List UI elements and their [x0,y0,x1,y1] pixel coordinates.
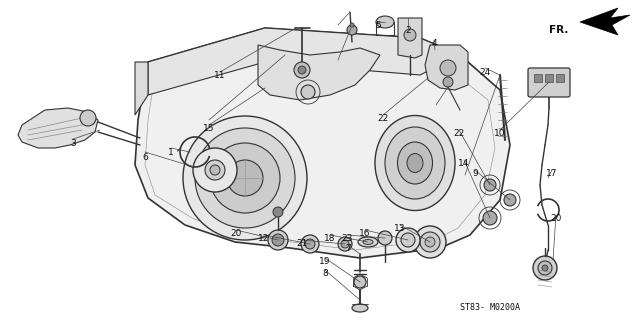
Text: 10: 10 [494,129,506,138]
Circle shape [443,77,453,87]
Ellipse shape [385,127,445,199]
Ellipse shape [397,142,433,184]
Text: 23: 23 [341,234,353,243]
Circle shape [538,261,552,275]
Circle shape [301,235,319,253]
Text: 7: 7 [345,244,351,252]
Text: 22: 22 [377,114,389,123]
Circle shape [294,62,310,78]
Circle shape [80,110,96,126]
Circle shape [542,265,548,271]
Text: ST83- M0200A: ST83- M0200A [460,303,520,313]
Polygon shape [148,28,460,95]
FancyBboxPatch shape [545,74,553,82]
Text: 21: 21 [296,238,308,247]
Ellipse shape [376,16,394,28]
Polygon shape [580,8,630,35]
Text: 6: 6 [142,153,148,162]
Polygon shape [135,28,510,258]
Text: 4: 4 [431,38,437,47]
Text: 24: 24 [480,68,490,76]
FancyBboxPatch shape [528,68,570,97]
Text: 12: 12 [259,234,269,243]
Ellipse shape [358,237,378,247]
Text: FR.: FR. [548,25,568,35]
Text: 13: 13 [394,223,406,233]
Circle shape [338,237,352,251]
Polygon shape [18,108,98,148]
Ellipse shape [375,116,455,211]
Text: 3: 3 [70,139,76,148]
Circle shape [350,23,354,27]
Text: 20: 20 [231,228,241,237]
Circle shape [183,116,307,240]
Circle shape [341,240,349,248]
Circle shape [425,237,435,247]
Text: 18: 18 [324,234,336,243]
Circle shape [210,143,280,213]
Circle shape [414,226,446,258]
Circle shape [301,85,315,99]
Text: 1: 1 [168,148,174,156]
Ellipse shape [363,239,373,244]
Polygon shape [425,45,468,90]
Circle shape [193,148,237,192]
Text: 19: 19 [319,257,331,266]
Circle shape [298,66,306,74]
Circle shape [440,60,456,76]
Text: 14: 14 [458,158,469,167]
Polygon shape [258,45,380,100]
FancyBboxPatch shape [556,74,564,82]
Text: 9: 9 [472,169,478,178]
Circle shape [504,194,516,206]
Circle shape [484,179,496,191]
Circle shape [533,256,557,280]
Text: 17: 17 [547,169,558,178]
Circle shape [268,230,288,250]
Text: 2: 2 [405,26,411,35]
Polygon shape [398,18,422,58]
Circle shape [483,211,497,225]
Circle shape [205,160,225,180]
Text: 11: 11 [214,70,225,79]
Circle shape [210,165,220,175]
Circle shape [305,239,315,249]
Ellipse shape [407,154,423,172]
Polygon shape [135,62,148,115]
Circle shape [195,128,295,228]
Text: 16: 16 [359,228,371,237]
Circle shape [272,234,284,246]
Circle shape [401,233,415,247]
Text: 22: 22 [454,129,464,138]
Text: 8: 8 [322,268,328,277]
Text: 15: 15 [203,124,215,132]
Text: 5: 5 [375,20,381,29]
Circle shape [227,160,263,196]
FancyBboxPatch shape [534,74,542,82]
Ellipse shape [352,304,368,312]
Circle shape [404,29,416,41]
Circle shape [354,276,366,288]
Circle shape [273,207,283,217]
Circle shape [396,228,420,252]
Circle shape [378,231,392,245]
Text: 20: 20 [550,213,562,222]
Circle shape [347,25,357,35]
Circle shape [420,232,440,252]
